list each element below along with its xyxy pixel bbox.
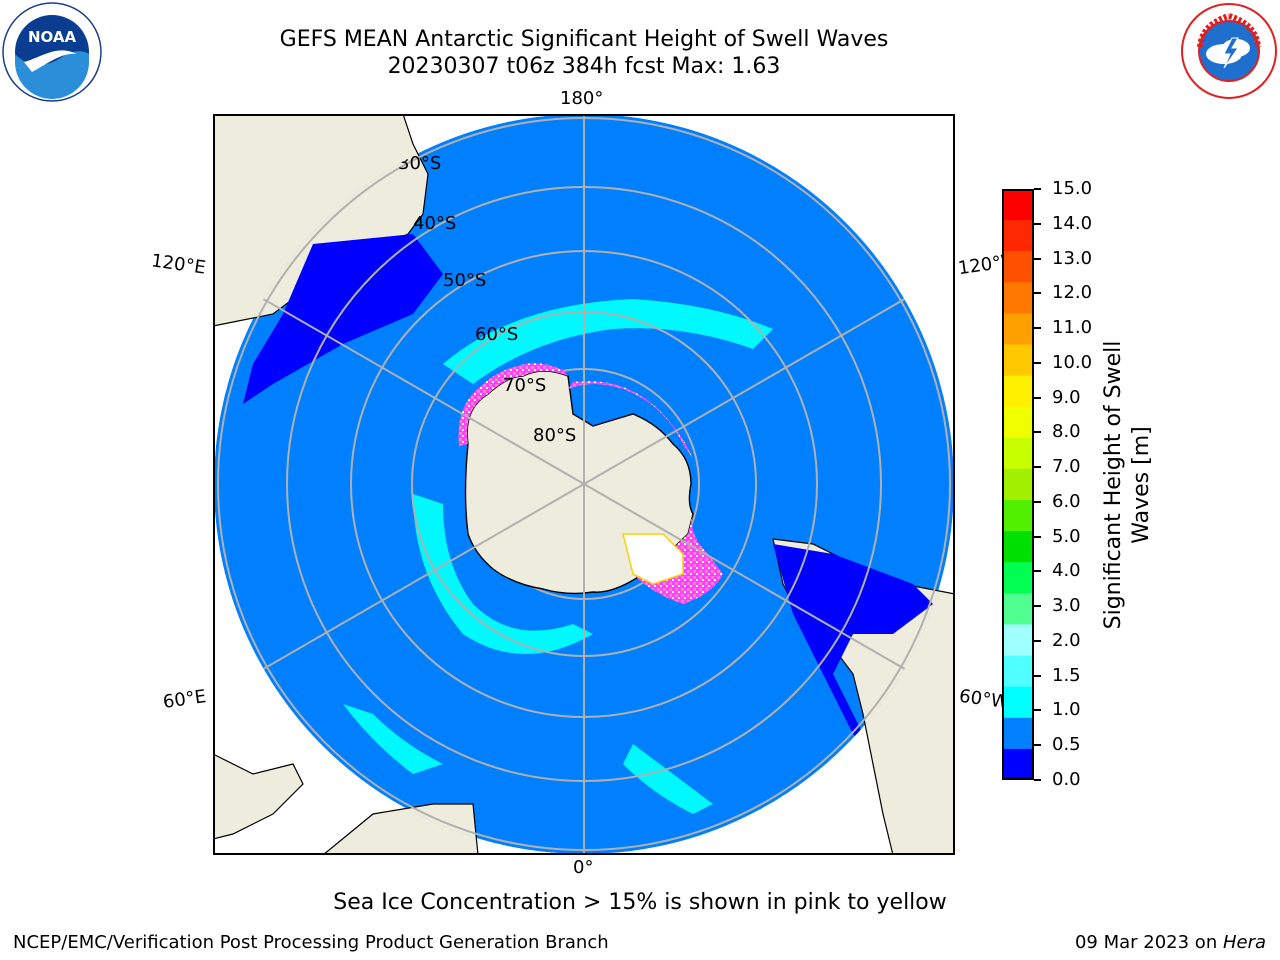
- chart-subtitle: 20230307 t06z 384h fcst Max: 1.63: [387, 54, 781, 79]
- noaa-logo: NOAA: [2, 2, 102, 102]
- footer-credit: NCEP/EMC/Verification Post Processing Pr…: [13, 932, 609, 953]
- colorbar-tick-label: 0.5: [1052, 734, 1081, 756]
- colorbar-tick-label: 15.0: [1052, 178, 1093, 199]
- colorbar-tick-mark: [1034, 674, 1041, 677]
- colorbar-tick-mark: [1034, 500, 1041, 503]
- lon-label-upper-left: 120°E: [149, 250, 207, 279]
- colorbar-segment: [1002, 220, 1034, 252]
- lat-label-60s: 60°S: [475, 324, 518, 345]
- colorbar-segment: [1002, 500, 1034, 532]
- colorbar-segment: [1002, 717, 1034, 750]
- colorbar-tick-label: 5.0: [1052, 525, 1081, 547]
- cyan-swell-band: [343, 299, 773, 814]
- colorbar-tick-mark: [1034, 709, 1041, 712]
- colorbar: [1002, 189, 1034, 781]
- lon-label-top: 180°: [560, 88, 604, 109]
- polar-map: 30°S 40°S 50°S 60°S 70°S 80°S: [212, 113, 956, 856]
- colorbar-label-line2: Waves [m]: [1129, 426, 1154, 544]
- colorbar-tick-mark: [1034, 361, 1041, 364]
- colorbar-tick-label: 9.0: [1052, 386, 1081, 408]
- colorbar-tick-label: 4.0: [1052, 560, 1081, 582]
- colorbar-segment: [1002, 282, 1034, 314]
- colorbar-segment: [1002, 313, 1034, 346]
- colorbar-tick-mark: [1034, 570, 1041, 573]
- colorbar-tick-mark: [1034, 744, 1041, 747]
- noaa-logo-text: NOAA: [28, 28, 77, 46]
- colorbar-segment: [1002, 437, 1034, 470]
- colorbar-tick-mark: [1034, 396, 1041, 399]
- lat-labels: 30°S 40°S 50°S 60°S 70°S 80°S: [398, 153, 576, 446]
- colorbar-tick-mark: [1034, 222, 1041, 225]
- colorbar-tick-label: 11.0: [1052, 317, 1093, 339]
- sea-ice-fringe: [458, 363, 723, 604]
- chart-title: GEFS MEAN Antarctic Significant Height o…: [279, 27, 889, 52]
- colorbar-label-line1: Significant Height of Swell: [1101, 340, 1126, 630]
- footer-date: 09 Mar 2023 on Hera: [1075, 932, 1266, 953]
- colorbar-tick-mark: [1034, 292, 1041, 295]
- colorbar-segment: [1002, 344, 1034, 377]
- colorbar-tick-mark: [1034, 535, 1041, 538]
- lat-label-50s: 50°S: [443, 270, 486, 291]
- colorbar-tick-label: 7.0: [1052, 456, 1081, 478]
- colorbar-tick-label: 10.0: [1052, 351, 1093, 373]
- colorbar-segment: [1002, 189, 1034, 221]
- colorbar-tick-mark: [1034, 605, 1041, 608]
- colorbar-segment: [1002, 655, 1034, 688]
- ice-shelf: [622, 533, 684, 585]
- map-frame: [213, 114, 955, 855]
- colorbar-tick-mark: [1034, 466, 1041, 469]
- colorbar-segment: [1002, 531, 1034, 563]
- colorbar-segment: [1002, 375, 1034, 408]
- colorbar-tick-mark: [1034, 188, 1041, 190]
- colorbar-segment: [1002, 562, 1034, 594]
- colorbar-segment: [1002, 593, 1034, 625]
- lon-label-bottom: 0°: [573, 857, 594, 878]
- colorbar-segment: [1002, 686, 1034, 719]
- colorbar-tick-label: 3.0: [1052, 595, 1081, 617]
- colorbar-tick-label: 6.0: [1052, 490, 1081, 512]
- colorbar-tick-mark: [1034, 327, 1041, 330]
- colorbar-tick-label: 14.0: [1052, 212, 1093, 234]
- nws-logo: [1180, 2, 1278, 100]
- colorbar-tick-label: 1.5: [1052, 664, 1081, 686]
- colorbar-segment: [1002, 468, 1034, 501]
- colorbar-tick-label: 2.0: [1052, 629, 1081, 651]
- footer-host: Hera: [1222, 932, 1266, 953]
- lat-label-70s: 70°S: [503, 375, 546, 396]
- lat-label-80s: 80°S: [533, 425, 576, 446]
- low-swell-patches: [243, 234, 933, 754]
- footer-date-text: 09 Mar 2023 on: [1074, 932, 1223, 953]
- meridians: [214, 114, 954, 854]
- colorbar-tick-label: 12.0: [1052, 282, 1093, 304]
- lon-label-lower-left: 60°E: [161, 686, 208, 713]
- colorbar-tick-label: 0.0: [1052, 769, 1081, 790]
- sea-ice-note: Sea Ice Concentration > 15% is shown in …: [333, 890, 947, 915]
- colorbar-tick-mark: [1034, 639, 1041, 642]
- colorbar-tick-label: 13.0: [1052, 247, 1093, 269]
- lat-label-40s: 40°S: [413, 213, 456, 234]
- colorbar-tick-mark: [1034, 257, 1041, 260]
- colorbar-segment: [1002, 251, 1034, 283]
- colorbar-tick-mark: [1034, 431, 1041, 434]
- lat-label-30s: 30°S: [398, 153, 441, 174]
- colorbar-tick-mark: [1034, 779, 1041, 781]
- colorbar-tick-label: 8.0: [1052, 421, 1081, 443]
- colorbar-segment: [1002, 624, 1034, 657]
- colorbar-tick-label: 1.0: [1052, 699, 1081, 721]
- colorbar-segment: [1002, 748, 1034, 781]
- colorbar-segment: [1002, 406, 1034, 439]
